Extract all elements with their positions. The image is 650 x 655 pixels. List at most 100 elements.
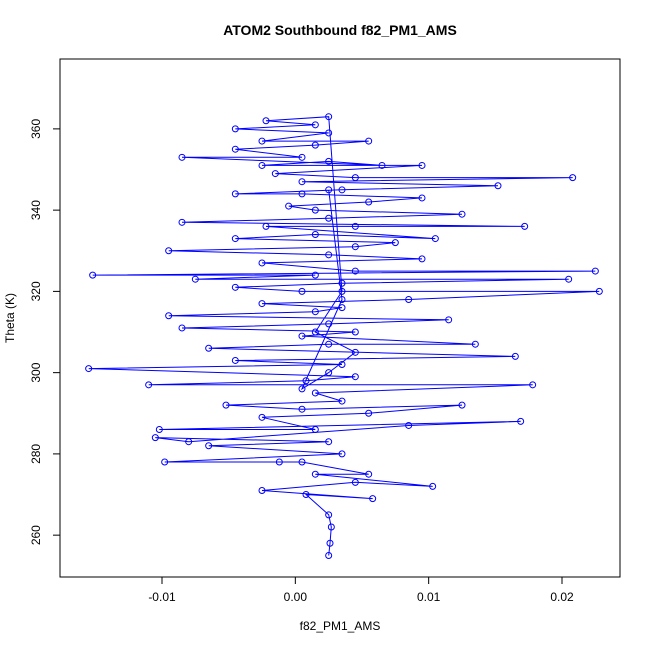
data-point	[569, 174, 577, 182]
data-point	[565, 275, 573, 283]
data-point	[311, 271, 319, 279]
y-tick-label: 340	[29, 200, 43, 220]
data-point	[325, 113, 333, 121]
data-point	[178, 153, 186, 161]
data-point	[258, 137, 266, 145]
data-point	[145, 381, 153, 389]
data-point	[165, 247, 173, 255]
data-point	[231, 235, 239, 243]
data-point	[365, 409, 373, 417]
data-point	[351, 267, 359, 275]
data-point	[431, 235, 439, 243]
data-point	[325, 511, 333, 519]
data-point	[258, 413, 266, 421]
x-tick-label: 0.02	[550, 590, 574, 604]
x-tick-label: 0.01	[417, 590, 441, 604]
data-point	[191, 275, 199, 283]
data-point	[311, 141, 319, 149]
data-point	[231, 125, 239, 133]
data-point	[445, 316, 453, 324]
data-point	[338, 361, 346, 369]
data-point	[338, 287, 346, 295]
data-point	[351, 478, 359, 486]
data-point	[165, 312, 173, 320]
data-point	[311, 206, 319, 214]
data-point	[178, 218, 186, 226]
data-point	[298, 178, 306, 186]
data-point	[311, 121, 319, 129]
data-point	[338, 304, 346, 312]
data-point	[325, 551, 333, 559]
data-point	[325, 340, 333, 348]
data-point	[262, 222, 270, 230]
y-tick-label: 320	[29, 281, 43, 301]
data-point	[302, 491, 310, 499]
data-point	[275, 458, 283, 466]
data-point	[591, 267, 599, 275]
data-point	[325, 438, 333, 446]
data-point	[418, 255, 426, 263]
y-axis-label: Theta (K)	[3, 293, 17, 343]
y-tick-label: 300	[29, 362, 43, 382]
data-point	[298, 190, 306, 198]
data-point	[258, 486, 266, 494]
data-point	[231, 356, 239, 364]
y-tick-label: 260	[29, 525, 43, 545]
data-point	[458, 210, 466, 218]
data-point	[298, 287, 306, 295]
data-point	[351, 222, 359, 230]
data-point	[326, 539, 334, 547]
data-point	[369, 495, 377, 503]
y-tick-label: 360	[29, 119, 43, 139]
data-point	[338, 296, 346, 304]
chart-title: ATOM2 Southbound f82_PM1_AMS	[223, 22, 457, 38]
data-point	[85, 365, 93, 373]
data-point	[325, 320, 333, 328]
data-point	[311, 426, 319, 434]
x-tick-label: 0.00	[284, 590, 308, 604]
data-point	[151, 434, 159, 442]
data-point	[494, 182, 502, 190]
data-point	[311, 308, 319, 316]
data-point	[298, 458, 306, 466]
data-point	[311, 231, 319, 239]
data-point	[529, 381, 537, 389]
data-point	[429, 482, 437, 490]
data-point	[511, 352, 519, 360]
data-point	[311, 328, 319, 336]
data-point	[178, 324, 186, 332]
data-point	[405, 296, 413, 304]
data-point	[298, 405, 306, 413]
data-point	[325, 129, 333, 137]
data-point	[418, 194, 426, 202]
data-point	[418, 161, 426, 169]
x-axis-label: f82_PM1_AMS	[300, 619, 381, 633]
data-point	[325, 369, 333, 377]
data-point	[405, 421, 413, 429]
data-point	[325, 214, 333, 222]
data-line	[88, 116, 600, 556]
data-point	[222, 401, 230, 409]
data-point	[205, 344, 213, 352]
data-point	[391, 239, 399, 247]
data-point	[285, 202, 293, 210]
data-point	[338, 397, 346, 405]
data-point	[517, 417, 525, 425]
data-point	[231, 283, 239, 291]
data-point	[471, 340, 479, 348]
data-point	[365, 137, 373, 145]
data-point	[338, 186, 346, 194]
data-point	[155, 426, 163, 434]
data-point	[325, 186, 333, 194]
data-point	[365, 198, 373, 206]
data-point	[161, 458, 169, 466]
data-point	[521, 222, 529, 230]
data-point	[595, 287, 603, 295]
data-point	[298, 385, 306, 393]
data-point	[378, 161, 386, 169]
data-point	[205, 442, 213, 450]
data-point	[351, 243, 359, 251]
data-point	[89, 271, 97, 279]
data-point	[325, 157, 333, 165]
